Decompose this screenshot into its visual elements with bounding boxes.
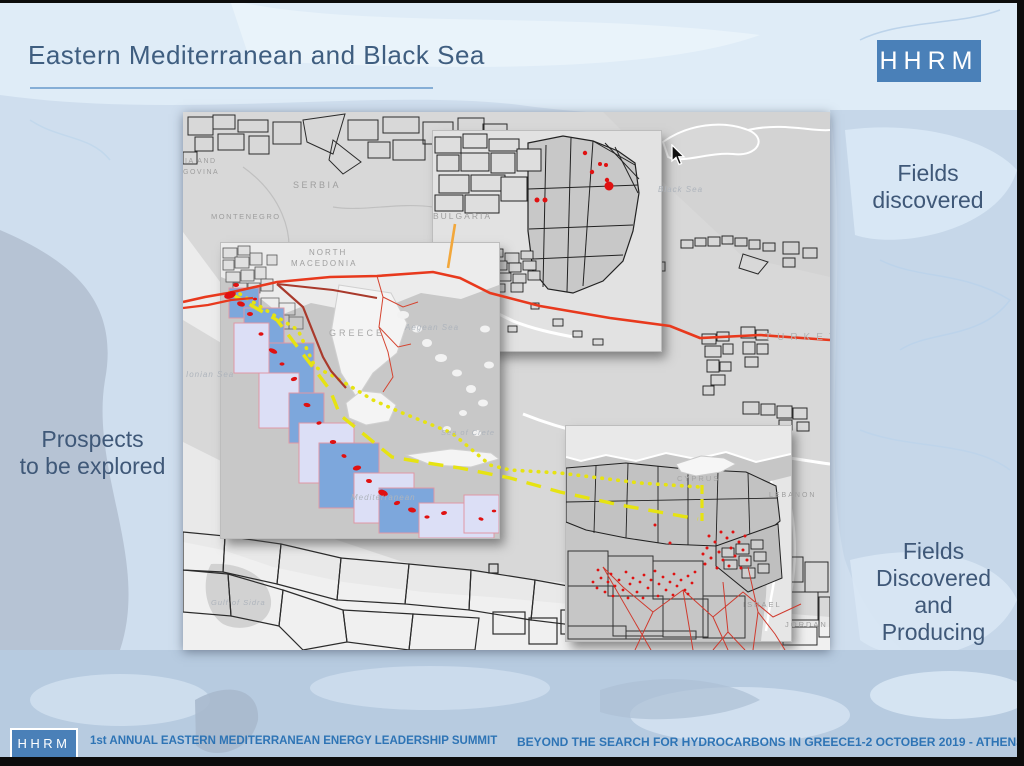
label-sea-of-crete: Sea of Crete [441,428,496,437]
label-cyprus: CYPRUS [677,474,721,483]
title-underline [30,87,433,89]
label-bosnia-line1: IA AND [185,158,217,165]
footer-date-location: 1-2 OCTOBER 2019 - ATHENS [855,735,1024,749]
label-greece: GREECE [329,328,386,338]
hhrm-footer-logo-text: HHRM [17,736,71,751]
label-mediterranean: Mediterranean [351,493,416,502]
label-lebanon: LEBANON [769,492,817,499]
footer-theme: BEYOND THE SEARCH FOR HYDROCARBONS IN GR… [517,735,856,749]
label-fields-producing: Fields Discovered and Producing [875,538,992,645]
label-north-macedonia-line2: MACEDONIA [291,259,358,268]
mouse-cursor-icon [671,144,686,166]
hhrm-logo-text: HHRM [879,46,979,75]
label-jordan: JORDAN [785,620,828,629]
label-ionian-sea: Ionian Sea [186,370,235,379]
hhrm-footer-logo: HHRM [10,728,78,759]
label-turkey: TURKEY [765,332,830,343]
label-fields-discovered: Fields discovered [872,160,984,213]
label-aegean-sea: Aegean Sea [405,323,460,332]
label-serbia: SERBIA [293,180,342,190]
hhrm-logo: HHRM [877,40,981,82]
label-bulgaria: BULGARIA [433,211,492,221]
label-north-macedonia-line1: NORTH [309,248,348,257]
label-israel: ISRAEL [743,600,782,609]
label-gulf-of-sidra: Gulf of Sidra [211,598,266,607]
label-black-sea: Black Sea [658,185,704,194]
label-prospects: Prospects to be explored [19,426,166,479]
label-montenegro: MONTENEGRO [211,212,281,221]
footer-summit-title: 1st ANNUAL EASTERN MEDITERRANEAN ENERGY … [90,735,498,747]
inset-cyprus-levant [565,425,792,642]
main-map: IA AND GOVINA SERBIA MONTENEGRO NORTH MA… [183,112,830,650]
page-title: Eastern Mediterranean and Black Sea [28,40,485,70]
label-bosnia-line2: GOVINA [183,169,220,176]
screen-edge-top [0,0,1024,3]
screen-edge-bottom [0,757,1024,766]
screen-edge-right [1017,0,1024,766]
